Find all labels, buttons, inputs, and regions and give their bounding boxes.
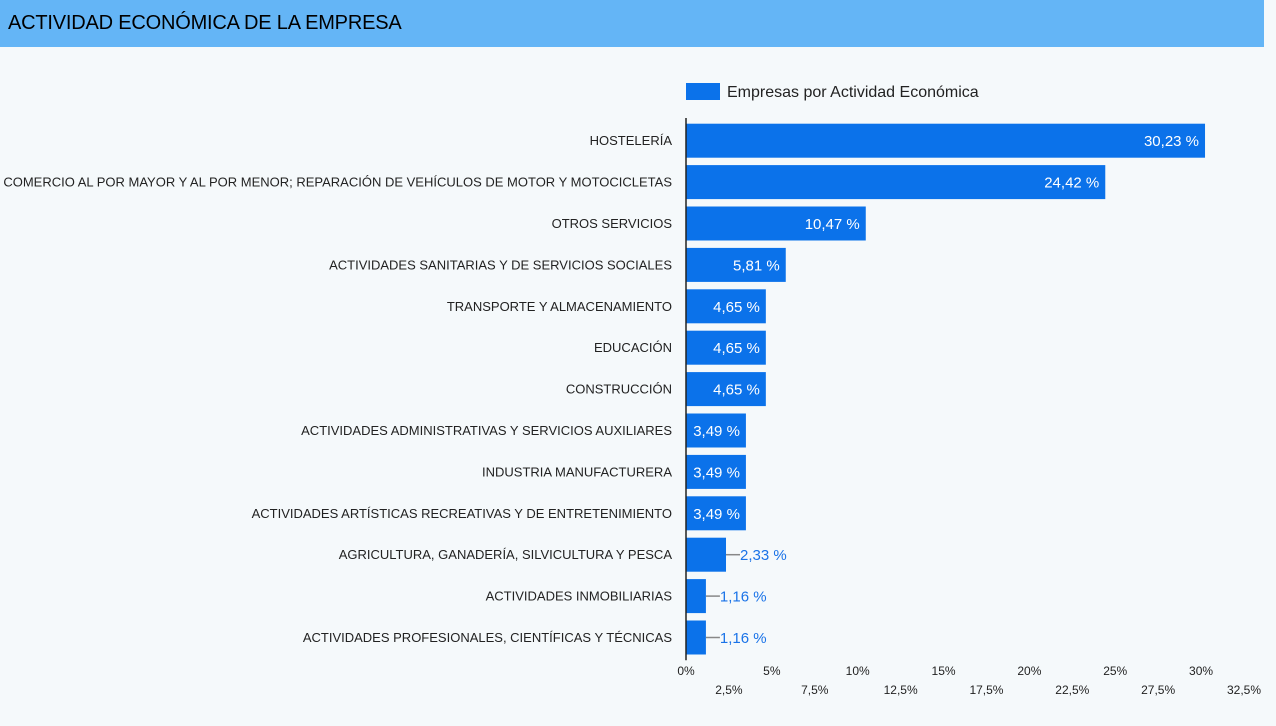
bar: [686, 620, 706, 655]
x-tick-label: 10%: [846, 664, 870, 678]
category-label: EDUCACIÓN: [594, 340, 672, 355]
bar: [686, 289, 766, 324]
data-label: 3,49 %: [693, 464, 740, 481]
data-label: 4,65 %: [713, 382, 760, 399]
header-bar: ACTIVIDAD ECONÓMICA DE LA EMPRESA: [0, 0, 1264, 47]
category-label: TRANSPORTE Y ALMACENAMIENTO: [447, 299, 672, 314]
category-label: ACTIVIDADES PROFESIONALES, CIENTÍFICAS Y…: [303, 630, 672, 645]
bar: [686, 372, 766, 407]
bar: [686, 165, 1106, 200]
bar: [686, 413, 746, 448]
data-label: 30,23 %: [1144, 133, 1199, 150]
bar-chart: Empresas por Actividad Económica HOSTELER…: [3, 83, 1261, 697]
x-tick-label: 5%: [763, 664, 781, 678]
x-tick-label: 15%: [932, 664, 956, 678]
x-tick-label: 0%: [677, 664, 695, 678]
data-label: 5,81 %: [733, 257, 780, 274]
category-label: HOSTELERÍA: [590, 133, 673, 148]
data-label: 4,65 %: [713, 340, 760, 357]
legend-swatch: [686, 83, 720, 100]
x-tick-label: 7,5%: [801, 683, 829, 697]
x-tick-label: 22,5%: [1055, 683, 1089, 697]
category-label: ACTIVIDADES ADMINISTRATIVAS Y SERVICIOS …: [301, 423, 672, 438]
category-label: ACTIVIDADES INMOBILIARIAS: [486, 589, 673, 604]
category-label: ACTIVIDADES SANITARIAS Y DE SERVICIOS SO…: [329, 257, 672, 272]
bar: [686, 454, 746, 489]
data-label: 10,47 %: [805, 216, 860, 233]
x-tick-label: 30%: [1189, 664, 1213, 678]
bar: [686, 496, 746, 531]
bar: [686, 579, 706, 614]
data-label: 1,16 %: [720, 589, 767, 606]
data-label: 3,49 %: [693, 423, 740, 440]
x-tick-label: 27,5%: [1141, 683, 1175, 697]
category-label: INDUSTRIA MANUFACTURERA: [482, 464, 672, 479]
data-label: 3,49 %: [693, 506, 740, 523]
data-label: 2,33 %: [740, 547, 787, 564]
category-label: CONSTRUCCIÓN: [566, 382, 672, 397]
bar: [686, 330, 766, 365]
bar: [686, 123, 1206, 158]
bar: [686, 247, 786, 282]
category-label: COMERCIO AL POR MAYOR Y AL POR MENOR; RE…: [3, 175, 672, 190]
x-tick-label: 12,5%: [884, 683, 918, 697]
page-title: ACTIVIDAD ECONÓMICA DE LA EMPRESA: [8, 12, 402, 34]
x-tick-label: 2,5%: [715, 683, 743, 697]
data-label: 1,16 %: [720, 630, 767, 647]
x-tick-label: 17,5%: [969, 683, 1003, 697]
data-label: 24,42 %: [1044, 175, 1099, 192]
category-label: AGRICULTURA, GANADERÍA, SILVICULTURA Y P…: [339, 547, 673, 562]
x-tick-label: 25%: [1103, 664, 1127, 678]
category-label: OTROS SERVICIOS: [552, 216, 673, 231]
data-label: 4,65 %: [713, 299, 760, 316]
x-tick-label: 20%: [1017, 664, 1041, 678]
category-label: ACTIVIDADES ARTÍSTICAS RECREATIVAS Y DE …: [252, 506, 672, 521]
bar: [686, 206, 866, 241]
x-tick-label: 32,5%: [1227, 683, 1261, 697]
legend-label: Empresas por Actividad Económica: [727, 84, 979, 101]
bar: [686, 537, 727, 572]
